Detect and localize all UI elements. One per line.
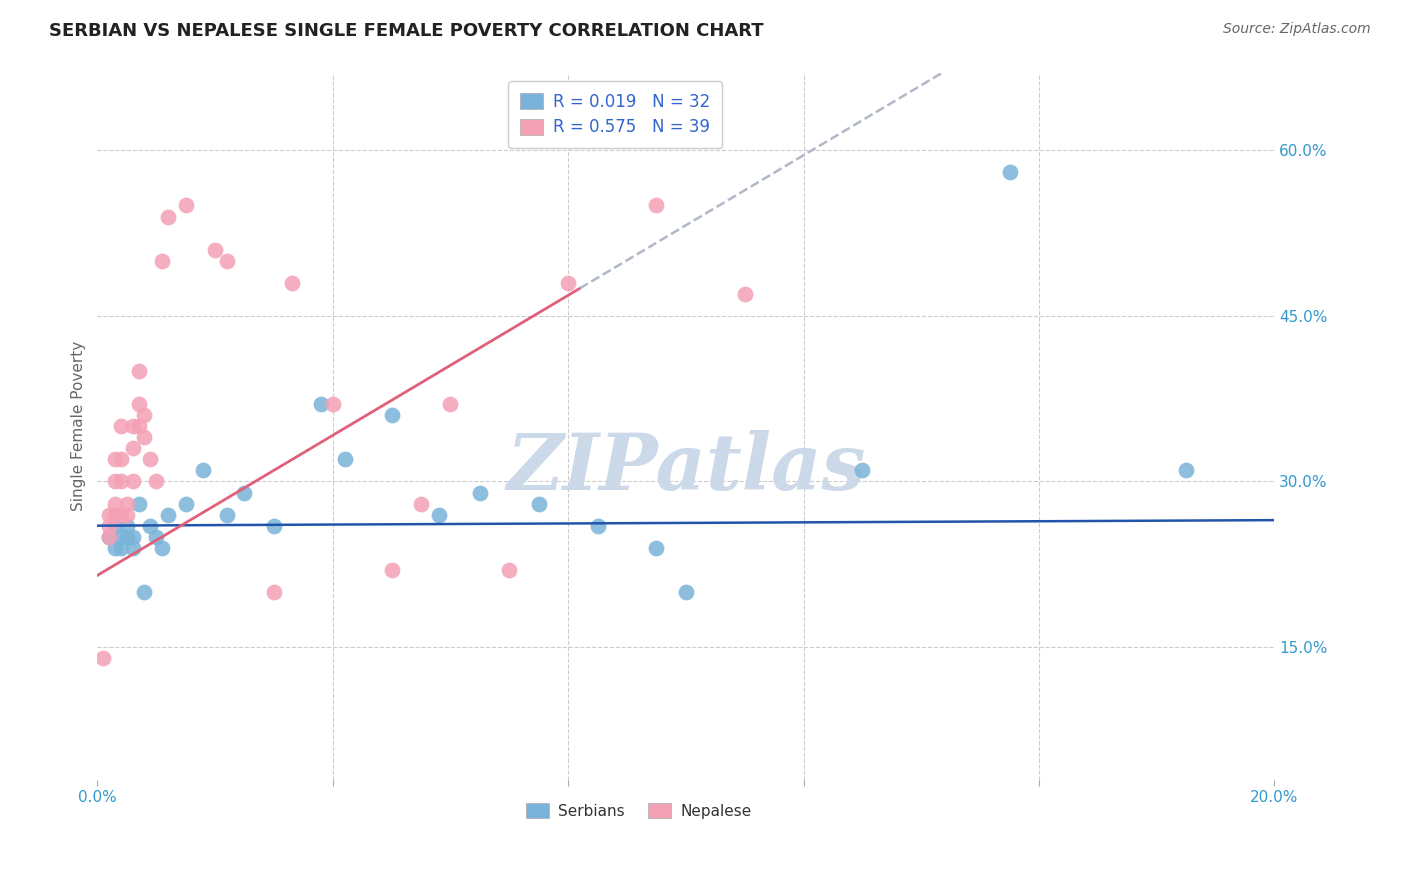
Point [215,508,238,522]
Point [150,253,173,268]
Point [204,243,226,257]
Point [145,475,167,489]
Point [309,397,332,411]
Point [115,518,138,533]
Point [557,276,579,290]
Point [498,563,520,577]
Point [91,651,114,665]
Point [134,409,156,423]
Point [98,530,121,544]
Point [104,541,127,555]
Point [527,497,550,511]
Point [145,530,167,544]
Point [110,452,132,467]
Point [128,364,150,378]
Point [675,585,697,599]
Point [104,475,127,489]
Point [233,485,256,500]
Point [110,419,132,434]
Point [263,585,285,599]
Point [333,452,356,467]
Point [104,518,127,533]
Point [121,475,143,489]
Point [121,442,143,456]
Text: Source: ZipAtlas.com: Source: ZipAtlas.com [1223,22,1371,37]
Point [409,497,432,511]
Point [174,198,197,212]
Point [110,541,132,555]
Text: SERBIAN VS NEPALESE SINGLE FEMALE POVERTY CORRELATION CHART: SERBIAN VS NEPALESE SINGLE FEMALE POVERT… [49,22,763,40]
Point [115,497,138,511]
Point [215,253,238,268]
Point [193,463,215,477]
Point [156,508,179,522]
Point [322,397,344,411]
Point [263,518,285,533]
Point [150,541,173,555]
Point [128,397,150,411]
Point [104,508,127,522]
Point [121,419,143,434]
Point [439,397,461,411]
Point [134,585,156,599]
Point [381,409,404,423]
Y-axis label: Single Female Poverty: Single Female Poverty [72,341,86,511]
Point [427,508,450,522]
Point [174,497,197,511]
Point [381,563,404,577]
Point [115,508,138,522]
Point [98,508,121,522]
Point [645,198,668,212]
Point [645,541,668,555]
Point [139,518,162,533]
Point [586,518,609,533]
Point [110,530,132,544]
Point [110,475,132,489]
Point [134,430,156,444]
Point [468,485,491,500]
Point [280,276,302,290]
Point [98,530,121,544]
Point [115,530,138,544]
Point [121,530,143,544]
Point [110,508,132,522]
Point [104,497,127,511]
Point [734,286,756,301]
Point [121,541,143,555]
Legend: Serbians, Nepalese: Serbians, Nepalese [520,797,758,825]
Point [1175,463,1198,477]
Point [998,165,1021,179]
Point [156,210,179,224]
Text: ZIPatlas: ZIPatlas [506,431,866,507]
Point [128,419,150,434]
Point [128,497,150,511]
Point [98,518,121,533]
Point [139,452,162,467]
Point [851,463,873,477]
Point [104,452,127,467]
